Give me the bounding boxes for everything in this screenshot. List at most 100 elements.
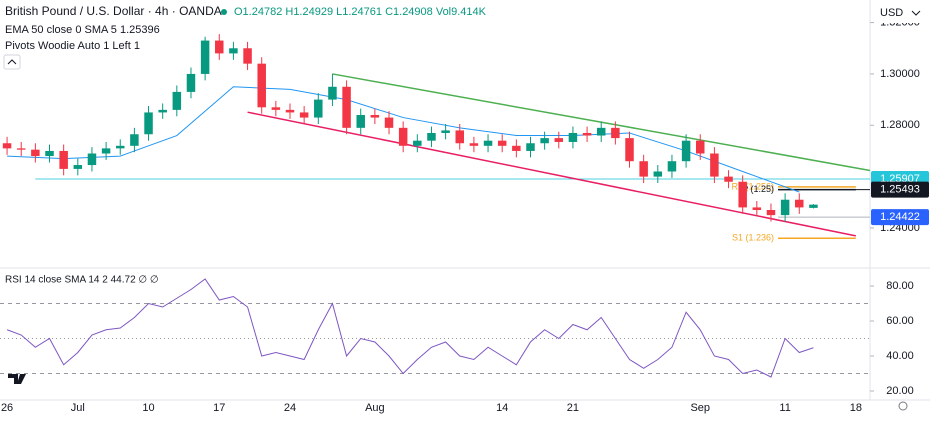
x-tick-label: 24	[284, 402, 296, 414]
x-tick-label: Sep	[690, 402, 710, 414]
collapse-button[interactable]	[3, 54, 21, 70]
ema-line	[7, 86, 800, 193]
candle-body	[328, 86, 337, 100]
candle-body	[766, 209, 776, 216]
y-tick-label: 80.00	[886, 280, 914, 292]
candle-body	[469, 143, 479, 146]
candle-body	[455, 130, 464, 144]
x-tick-label: 10	[142, 402, 154, 414]
x-tick-label: 26	[1, 402, 13, 414]
candle-body	[809, 204, 818, 208]
y-tick-label: 1.28000	[880, 119, 920, 131]
candle-body	[696, 140, 705, 154]
candle-body	[229, 48, 238, 54]
candle-body	[582, 132, 592, 136]
candle-body	[87, 153, 97, 166]
y-tick-label: 1.30000	[880, 68, 920, 80]
candle-body	[667, 161, 677, 172]
candle-body	[31, 149, 40, 157]
price-badge-label: 1.24422	[880, 211, 920, 223]
candle-body	[384, 117, 394, 128]
pivots-legend: Pivots Woodie Auto 1 Left 1	[5, 40, 140, 52]
candle-body	[299, 112, 309, 118]
candle-body	[314, 99, 323, 118]
candle-body	[342, 86, 351, 128]
collapse-icon	[7, 59, 17, 65]
x-tick-label: 14	[496, 402, 508, 414]
y-tick-label: 20.00	[886, 385, 914, 397]
y-tick-label: 40.00	[886, 350, 914, 362]
ema-legend: EMA 50 close 0 SMA 5 1.25396	[5, 24, 160, 36]
y-tick-label: 60.00	[886, 315, 914, 327]
candle-body	[413, 140, 422, 146]
candle-body	[752, 207, 762, 210]
candle-body	[526, 143, 535, 151]
logo	[8, 374, 26, 384]
candle-body	[681, 140, 691, 162]
candle-body	[2, 143, 12, 149]
candle-body	[16, 148, 26, 150]
status-dot	[221, 9, 227, 15]
settings-icon[interactable]	[898, 401, 908, 411]
candle-body	[130, 134, 139, 146]
candle-body	[73, 165, 83, 169]
candle-body	[45, 150, 54, 157]
candle-body	[271, 107, 281, 110]
candle-body	[116, 145, 125, 149]
candle-body	[101, 148, 111, 154]
trendline	[247, 111, 857, 237]
candle-body	[186, 73, 196, 92]
x-tick-label: Jul	[71, 402, 85, 414]
x-tick-label: 17	[213, 402, 225, 414]
x-tick-label: 11	[779, 402, 790, 414]
candle-body	[257, 63, 266, 108]
candle-body	[59, 150, 68, 169]
price-badge	[871, 181, 929, 198]
candle-body	[512, 145, 521, 151]
candle-body	[158, 109, 167, 113]
candle-body	[554, 138, 564, 142]
rsi-line	[6, 278, 814, 378]
candle-body	[172, 91, 182, 110]
candle-body	[653, 171, 663, 177]
candle-body	[483, 140, 493, 146]
candle-body	[370, 115, 380, 118]
candle-body	[596, 127, 606, 136]
price-badge-label: 1.25493	[880, 184, 920, 196]
currency-button[interactable]	[873, 3, 927, 23]
x-tick-label: 18	[850, 402, 862, 414]
candle-body	[144, 112, 153, 135]
symbol-title: British Pound / U.S. Dollar · 4h · OANDA	[5, 4, 222, 18]
pivot-label: S1 (1.236)	[732, 233, 774, 243]
candle-body	[639, 161, 648, 177]
candle-body	[568, 132, 578, 142]
pivot-label: P (1.25)	[742, 184, 774, 194]
candle-body	[398, 127, 408, 146]
candle-body	[780, 199, 790, 216]
rsi-legend: RSI 14 close SMA 14 2 44.72 ∅ ∅	[5, 275, 159, 286]
candle-body	[611, 127, 620, 139]
candle-body	[795, 199, 804, 208]
x-tick-label: 21	[567, 402, 579, 414]
candle-body	[710, 153, 719, 177]
candle-body	[356, 115, 365, 128]
candle-body	[441, 130, 450, 133]
candle-body	[427, 132, 436, 141]
candle-body	[540, 138, 549, 144]
currency: USD	[880, 7, 903, 19]
candle-body	[724, 176, 733, 182]
pivot-label: R1 (1.256)	[732, 181, 775, 191]
candle-body	[497, 140, 507, 146]
candle-body	[215, 40, 224, 54]
x-tick-label: Aug	[365, 402, 385, 414]
candle-body	[243, 48, 252, 64]
currency-chevron	[911, 10, 921, 16]
candle-body	[285, 109, 295, 113]
price-badge	[871, 209, 929, 226]
candle-body	[738, 181, 747, 208]
ohlcv: O1.24782 H1.24929 L1.24761 C1.24908 Vol9…	[234, 6, 487, 18]
candle-body	[625, 138, 634, 162]
candle-body	[200, 40, 210, 74]
